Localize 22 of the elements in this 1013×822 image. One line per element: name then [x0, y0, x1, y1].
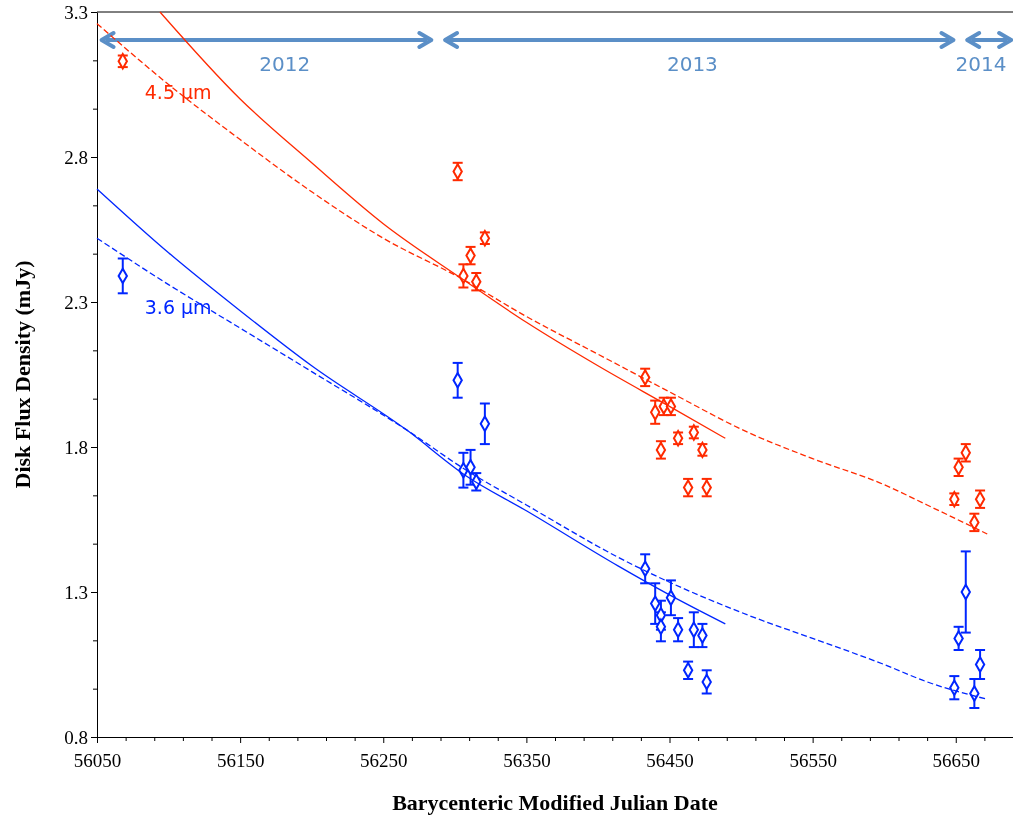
x-tick-label: 56050 [73, 749, 122, 771]
y-tick-label: 2.8 [64, 146, 88, 168]
annotation: 2013 [666, 52, 718, 76]
y-tick-label: 1.3 [64, 581, 88, 603]
x-tick-label: 56550 [789, 749, 837, 771]
y-tick-label: 3.3 [64, 1, 88, 23]
x-tick-label: 56350 [503, 749, 551, 771]
x-tick-label: 56250 [360, 749, 408, 771]
x-tick-label: 56650 [932, 749, 980, 771]
series-label: 4.5 µm [144, 81, 212, 104]
annotation: 2012 [259, 52, 311, 76]
point [974, 656, 986, 673]
y-tick-label: 0.8 [64, 726, 88, 748]
x-axis-title: Barycenteric Modified Julian Date [392, 790, 719, 815]
point [672, 621, 684, 638]
y-axis-title: Disk Flux Density (mJy) [10, 260, 35, 489]
y-tick-label: 1.8 [64, 436, 88, 458]
annotation: 2014 [955, 52, 1007, 76]
series-label: 3.6 µm [144, 295, 212, 318]
y-tick-label: 2.3 [64, 291, 88, 313]
x-tick-label: 56150 [216, 749, 265, 771]
x-tick-label: 56450 [646, 749, 694, 771]
